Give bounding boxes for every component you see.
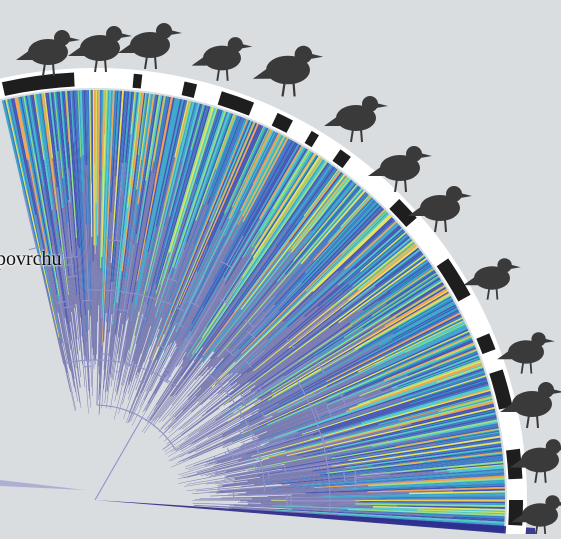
bird-head [546, 439, 561, 454]
bird-beak [120, 33, 132, 38]
bird-leg [531, 362, 532, 374]
bird-beak [68, 37, 80, 42]
clade-segment [133, 74, 143, 89]
bird-leg [497, 288, 498, 300]
kite-icon [118, 23, 182, 69]
hoatzin-icon [324, 96, 388, 142]
bird-tail [253, 68, 271, 79]
bird-leg [361, 129, 362, 142]
bird-head [545, 495, 559, 509]
pelican-icon [253, 46, 323, 97]
bird-leg [535, 470, 537, 482]
bird-leg [537, 415, 538, 428]
bird-beak [420, 153, 432, 158]
bird-leg [294, 82, 295, 96]
bird-head [106, 26, 122, 42]
bird-beak [310, 54, 323, 60]
bird-leg [395, 179, 397, 192]
root-branch [0, 480, 85, 490]
bird-head [54, 30, 70, 46]
bird-beak [376, 103, 388, 108]
bird-beak [170, 30, 182, 35]
branch-stem [287, 505, 312, 506]
bird-head [531, 332, 545, 346]
caption-text: povrchu [0, 248, 62, 271]
bird-head [228, 37, 243, 52]
bird-leg [283, 82, 285, 96]
bird-head [156, 23, 172, 39]
bird-leg [217, 68, 219, 80]
bird-leg [227, 68, 228, 80]
bird-leg [351, 129, 353, 142]
bird-tail [192, 56, 207, 66]
bird-beak [544, 339, 555, 344]
bird-leg [527, 415, 529, 428]
bird-leg [155, 56, 156, 69]
bird-tail [324, 116, 340, 126]
tree-branches [0, 90, 535, 534]
bird-head [362, 96, 378, 112]
curlew-icon [192, 37, 253, 81]
branch-stem [97, 360, 98, 405]
bird-leg [545, 470, 546, 482]
bird-leg [53, 63, 54, 76]
branch-base [192, 500, 271, 501]
branch-base [195, 499, 277, 500]
bird-tail [16, 50, 32, 60]
bird-beak [510, 265, 521, 270]
bird-leg [545, 525, 546, 534]
bird-tail [68, 46, 84, 56]
bird-head [538, 382, 554, 398]
bird-leg [522, 362, 524, 374]
bird-leg [445, 219, 446, 232]
bird-beak [241, 44, 252, 49]
bird-leg [405, 179, 406, 192]
branch-stem [95, 418, 142, 500]
vulture-icon [68, 26, 132, 72]
bird-leg [105, 59, 106, 72]
branch-arc [102, 354, 109, 355]
bird-beak [460, 193, 472, 198]
bird-head [446, 186, 462, 202]
bird-leg [488, 288, 490, 300]
bird-head [497, 258, 511, 272]
bird-leg [145, 56, 147, 69]
bird-tail [118, 43, 134, 53]
bird-beak [552, 389, 561, 394]
bird-head [295, 46, 313, 64]
bird-head [406, 146, 422, 162]
bird-leg [435, 219, 437, 232]
